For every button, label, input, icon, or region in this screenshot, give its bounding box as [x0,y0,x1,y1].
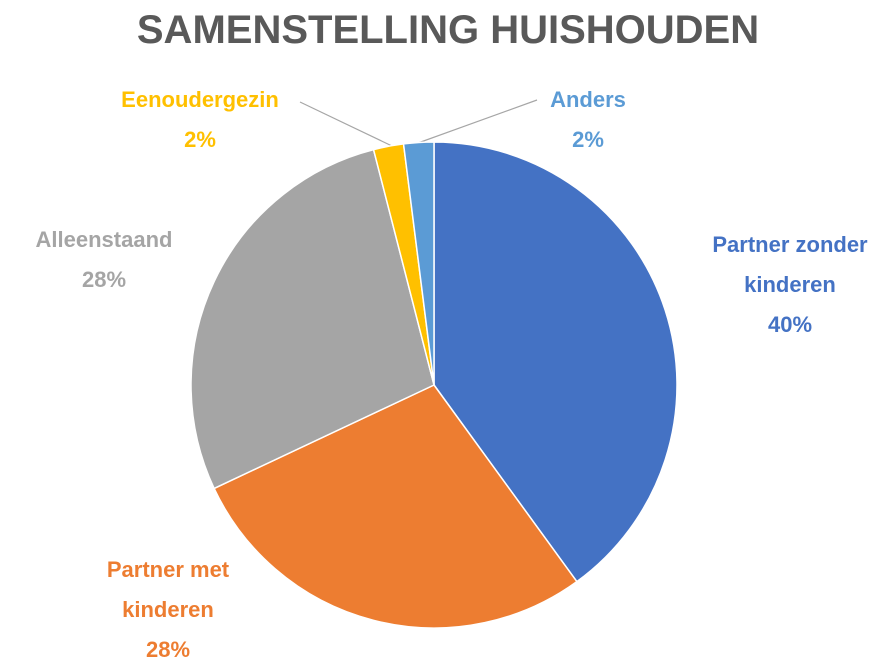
data-label: Anders 2% [528,80,648,160]
pie-slice [402,141,435,386]
category-label: Partner zonder kinderen [712,232,868,297]
pie-slice [213,384,578,629]
pie-slice [190,148,435,490]
value-label: 2% [572,127,604,152]
value-label: 28% [81,267,127,292]
category-label: Anders [550,87,626,112]
data-label: Eenoudergezin 2% [80,80,320,160]
leader-line [417,99,538,144]
data-label: Alleenstaand 28% [4,220,204,300]
leader-line [299,101,393,147]
category-label: Alleenstaand [35,227,173,252]
data-label: Partner met kinderen 28% [73,550,263,662]
category-label: Partner met kinderen [106,557,230,622]
chart-title: SAMENSTELLING HUISHOUDEN [136,8,760,52]
value-label: 28% [145,637,191,662]
value-label: 2% [184,127,216,152]
pie-slice [433,141,678,583]
category-label: Eenoudergezin [121,87,279,112]
data-label: Partner zonder kinderen 40% [685,225,895,345]
value-label: 40% [767,312,813,337]
